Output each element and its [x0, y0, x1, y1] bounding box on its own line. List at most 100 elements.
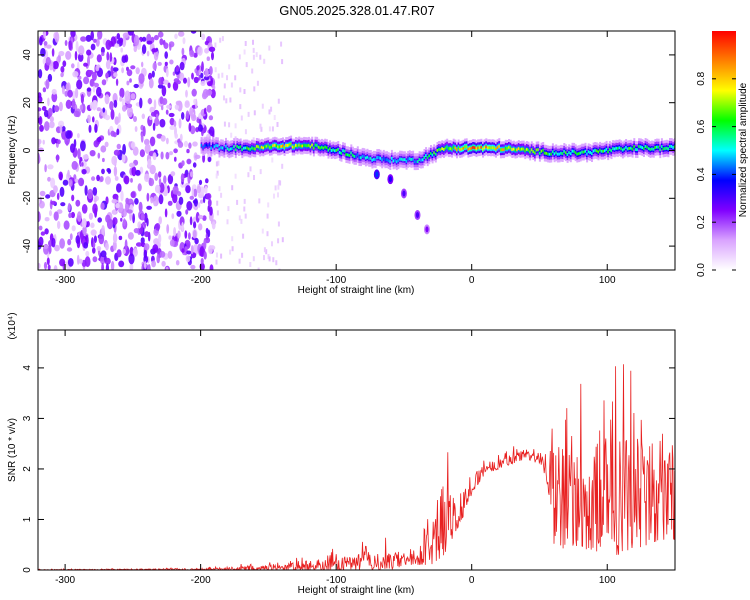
ridge-cell [446, 145, 449, 149]
noise-speckle [146, 192, 150, 202]
noise-speckle [158, 216, 162, 225]
noise-speckle [252, 137, 255, 143]
x-tick-label: -100 [326, 575, 346, 586]
noise-speckle [165, 151, 170, 160]
ridge-cell [498, 145, 501, 148]
noise-speckle [113, 99, 118, 108]
ridge-cell [345, 153, 348, 157]
noise-speckle [129, 78, 132, 83]
noise-speckle [90, 222, 95, 229]
noise-speckle [223, 95, 225, 101]
y-tick-label: 1 [22, 516, 33, 522]
noise-speckle [39, 36, 43, 46]
noise-speckle [119, 96, 123, 102]
noise-speckle [44, 228, 49, 235]
noise-speckle [59, 238, 65, 249]
noise-speckle [265, 249, 268, 255]
noise-speckle [38, 107, 42, 112]
ridge-cell [387, 159, 390, 163]
noise-speckle [110, 65, 114, 76]
noise-speckle [161, 85, 167, 97]
ridge-cell [236, 145, 239, 148]
ridge-cell [469, 147, 471, 150]
noise-speckle [101, 52, 105, 57]
ridge-cell [459, 148, 462, 151]
ridge-cell [586, 152, 589, 156]
x-tick-label: -300 [55, 275, 75, 286]
ridge-cell [574, 151, 577, 155]
ridge-cell [350, 151, 353, 155]
ridge-cell [386, 158, 388, 162]
noise-speckle [185, 110, 190, 120]
x-tick-label: -200 [191, 575, 211, 586]
noise-speckle [275, 260, 278, 266]
ridge-cell [382, 156, 385, 160]
ridge-cell [563, 149, 566, 153]
noise-speckle [82, 225, 87, 235]
noise-speckle [56, 209, 63, 214]
noise-speckle [118, 112, 121, 123]
noise-speckle [65, 83, 70, 91]
noise-speckle [154, 184, 161, 194]
y-tick-label: 0 [22, 147, 33, 153]
noise-speckle [252, 47, 255, 53]
ridge-cell [389, 160, 392, 164]
noise-speckle [174, 33, 178, 40]
ridge-cell [355, 154, 358, 158]
ridge-cell [408, 157, 411, 161]
noise-speckle [80, 93, 84, 104]
colorbar-tick-label: 0.6 [696, 119, 707, 133]
ridge-cell [522, 147, 525, 151]
ridge-cell [625, 145, 628, 149]
noise-speckle [149, 136, 156, 147]
ridge-cell [325, 146, 328, 150]
noise-speckle [144, 231, 150, 238]
noise-speckle [78, 177, 85, 187]
noise-speckle [267, 254, 270, 260]
noise-speckle [257, 267, 260, 270]
noise-speckle [196, 65, 200, 71]
noise-speckle [66, 247, 73, 252]
ridge-cell [599, 148, 602, 152]
colorbar-label: Normalized spectral amplitude [738, 82, 749, 217]
noise-speckle [211, 221, 216, 230]
noise-speckle [106, 51, 110, 62]
noise-speckle [280, 41, 283, 47]
noise-speckle [86, 49, 92, 56]
noise-speckle [188, 122, 192, 132]
ridge-cell [283, 146, 286, 149]
noise-speckle [158, 77, 164, 86]
noise-speckle [91, 176, 96, 181]
ridge-cell [405, 159, 408, 163]
ridge-cell [277, 145, 280, 149]
ridge-cell [441, 147, 444, 151]
y-tick-label: 40 [22, 49, 33, 61]
noise-speckle [167, 174, 174, 185]
ridge-cell [564, 151, 567, 155]
ridge-cell [254, 147, 257, 151]
noise-speckle [253, 110, 256, 116]
ridge-cell [670, 145, 673, 148]
noise-speckle [122, 32, 129, 39]
noise-speckle [121, 55, 127, 63]
noise-speckle [59, 124, 63, 134]
ridge-cell [452, 145, 455, 149]
noise-speckle [253, 175, 255, 180]
ridge-cell [332, 148, 335, 152]
ridge-cell [392, 159, 395, 163]
noise-speckle [121, 153, 126, 163]
noise-speckle [97, 136, 102, 143]
ridge-cell [486, 146, 489, 150]
noise-speckle [75, 235, 81, 245]
noise-speckle [241, 252, 244, 258]
noise-speckle [188, 142, 192, 149]
ridge-cell [330, 149, 333, 152]
noise-speckle [112, 232, 118, 244]
noise-speckle [267, 202, 270, 208]
ridge-cell [403, 158, 406, 162]
noise-speckle [263, 255, 265, 261]
noise-speckle [157, 84, 164, 89]
noise-speckle [181, 47, 185, 56]
noise-speckle [87, 114, 91, 124]
